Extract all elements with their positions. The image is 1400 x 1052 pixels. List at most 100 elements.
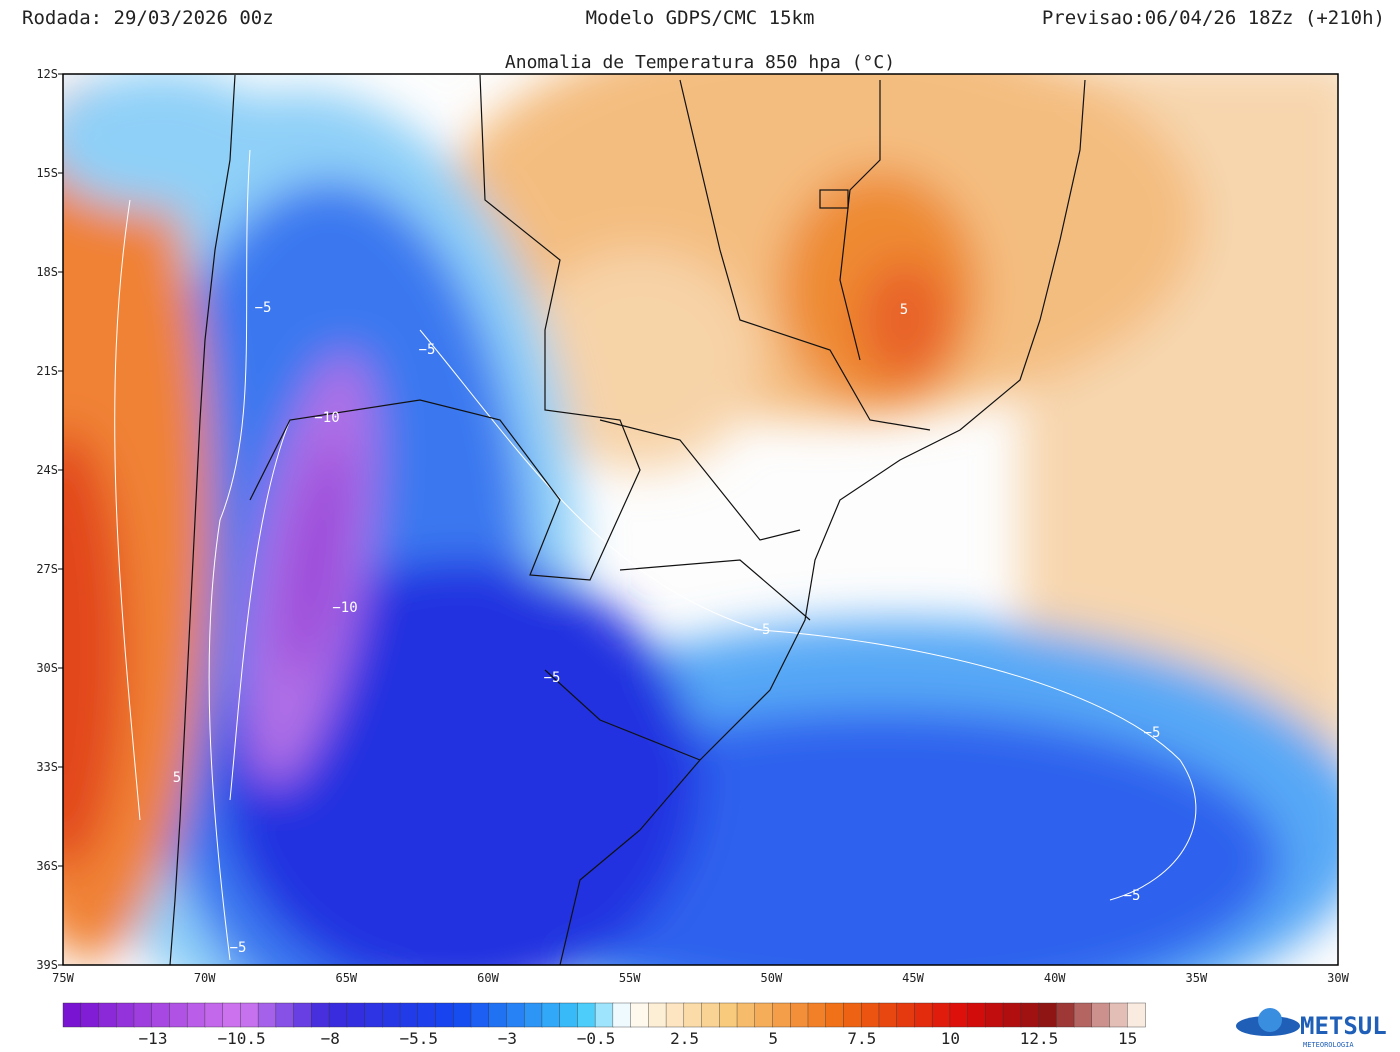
colorbar-swatch (985, 1002, 1004, 1028)
colorbar-swatch (683, 1002, 703, 1028)
colorbar-swatch (1002, 1002, 1022, 1028)
colorbar-swatch (825, 1002, 845, 1028)
colorbar-swatch (80, 1002, 100, 1028)
colorbar-swatch (116, 1002, 135, 1028)
contour-label: 5 (900, 302, 908, 318)
colorbar-swatch (523, 1002, 543, 1028)
colorbar-swatch (594, 1002, 614, 1028)
field (63, 74, 1338, 965)
colorbar-label: 7.5 (847, 1029, 876, 1048)
contour-label: 5 (173, 770, 181, 786)
colorbar-label: −10.5 (218, 1029, 266, 1048)
colorbar-swatch (807, 1002, 827, 1028)
colorbar-swatch (1020, 1002, 1040, 1028)
colorbar-swatch (754, 1002, 774, 1028)
lat-label: 18S (36, 265, 58, 279)
colorbar-swatch (860, 1002, 880, 1028)
colorbar-swatch (967, 1002, 987, 1028)
contour-label: −5 (1124, 888, 1141, 904)
colorbar-swatch (435, 1002, 454, 1028)
colorbar-swatch (506, 1002, 525, 1028)
contour-label: −10 (332, 600, 357, 616)
colorbar-swatch (399, 1002, 419, 1028)
colorbar-swatch (612, 1002, 632, 1028)
colorbar-swatch (453, 1002, 472, 1028)
lon-label: 30W (1327, 971, 1349, 985)
colorbar-swatch (382, 1002, 401, 1028)
colorbar-swatch (559, 1002, 579, 1028)
colorbar-swatch (1056, 1002, 1075, 1028)
colorbar-swatch (931, 1002, 951, 1028)
colorbar-swatch (346, 1002, 366, 1028)
logo-name: METSUL (1300, 1012, 1387, 1040)
contour-label: −5 (1144, 725, 1161, 741)
colorbar-swatch (275, 1002, 295, 1028)
colorbar-swatch (204, 1002, 224, 1028)
contour-label: −5 (230, 940, 247, 956)
colorbar-swatch (878, 1002, 898, 1028)
colorbar-label: 15 (1118, 1029, 1137, 1048)
contour-label: −5 (754, 622, 771, 638)
colorbar-swatch (133, 1002, 153, 1028)
lon-label: 50W (761, 971, 783, 985)
lat-label: 36S (36, 859, 58, 873)
colorbar-swatch (1091, 1002, 1111, 1028)
colorbar-label: −0.5 (577, 1029, 616, 1048)
lat-label: 21S (36, 364, 58, 378)
lon-label: 65W (335, 971, 357, 985)
contour-label: −5 (419, 342, 436, 358)
lat-label: 39S (36, 958, 58, 972)
lat-label: 15S (36, 166, 58, 180)
lon-label: 40W (1044, 971, 1066, 985)
colorbar-swatch (896, 1002, 916, 1028)
colorbar-label: 10 (941, 1029, 960, 1048)
colorbar-swatch (240, 1002, 259, 1028)
lon-label: 75W (52, 971, 74, 985)
lon-label: 60W (477, 971, 499, 985)
colorbar-swatch (701, 1002, 720, 1028)
lat-label: 24S (36, 463, 58, 477)
colorbar-swatch (1109, 1002, 1128, 1028)
lat-label: 12S (36, 67, 58, 81)
lon-label: 55W (619, 971, 641, 985)
header-left: Rodada: 29/03/2026 00z (22, 7, 274, 29)
colorbar-swatch (665, 1002, 685, 1028)
logo: METSUL METEOROLOGIA (1236, 1008, 1387, 1049)
lon-label: 70W (194, 971, 216, 985)
colorbar-swatch (949, 1002, 969, 1028)
colorbar-swatch (257, 1002, 277, 1028)
lon-label: 45W (902, 971, 924, 985)
colorbar-swatch (488, 1002, 508, 1028)
colorbar-label: −13 (139, 1029, 168, 1048)
colorbar-swatch (843, 1002, 862, 1028)
colorbar-label: 2.5 (670, 1029, 699, 1048)
lat-label: 30S (36, 661, 58, 675)
colorbar-swatch (470, 1002, 490, 1028)
colorbar-swatch (328, 1002, 348, 1028)
header-center: Modelo GDPS/CMC 15km (586, 7, 815, 29)
map-frame (62, 73, 1339, 966)
colorbar-label: −3 (498, 1029, 517, 1048)
colorbar-swatch (648, 1002, 667, 1028)
colorbar-swatch (311, 1002, 330, 1028)
colorbar-swatch (1127, 1002, 1146, 1028)
contour-label: −10 (314, 410, 339, 426)
colorbar-swatch (186, 1002, 206, 1028)
logo-tagline: METEOROLOGIA (1303, 1041, 1354, 1049)
colorbar-swatch (62, 1002, 82, 1028)
colorbar-swatch (169, 1002, 188, 1028)
colorbar-swatch (914, 1002, 933, 1028)
colorbar-swatch (1038, 1002, 1058, 1028)
colorbar-swatch (772, 1002, 791, 1028)
contour-label: −5 (255, 300, 272, 316)
colorbar-label: 12.5 (1020, 1029, 1059, 1048)
map-title: Anomalia de Temperatura 850 hpa (°C) (505, 52, 895, 73)
colorbar-label: −8 (321, 1029, 340, 1048)
colorbar-swatch (790, 1002, 809, 1028)
colorbar-swatch (293, 1002, 313, 1028)
lat-label: 33S (36, 760, 58, 774)
colorbar-swatch (736, 1002, 756, 1028)
lat-label: 27S (36, 562, 58, 576)
